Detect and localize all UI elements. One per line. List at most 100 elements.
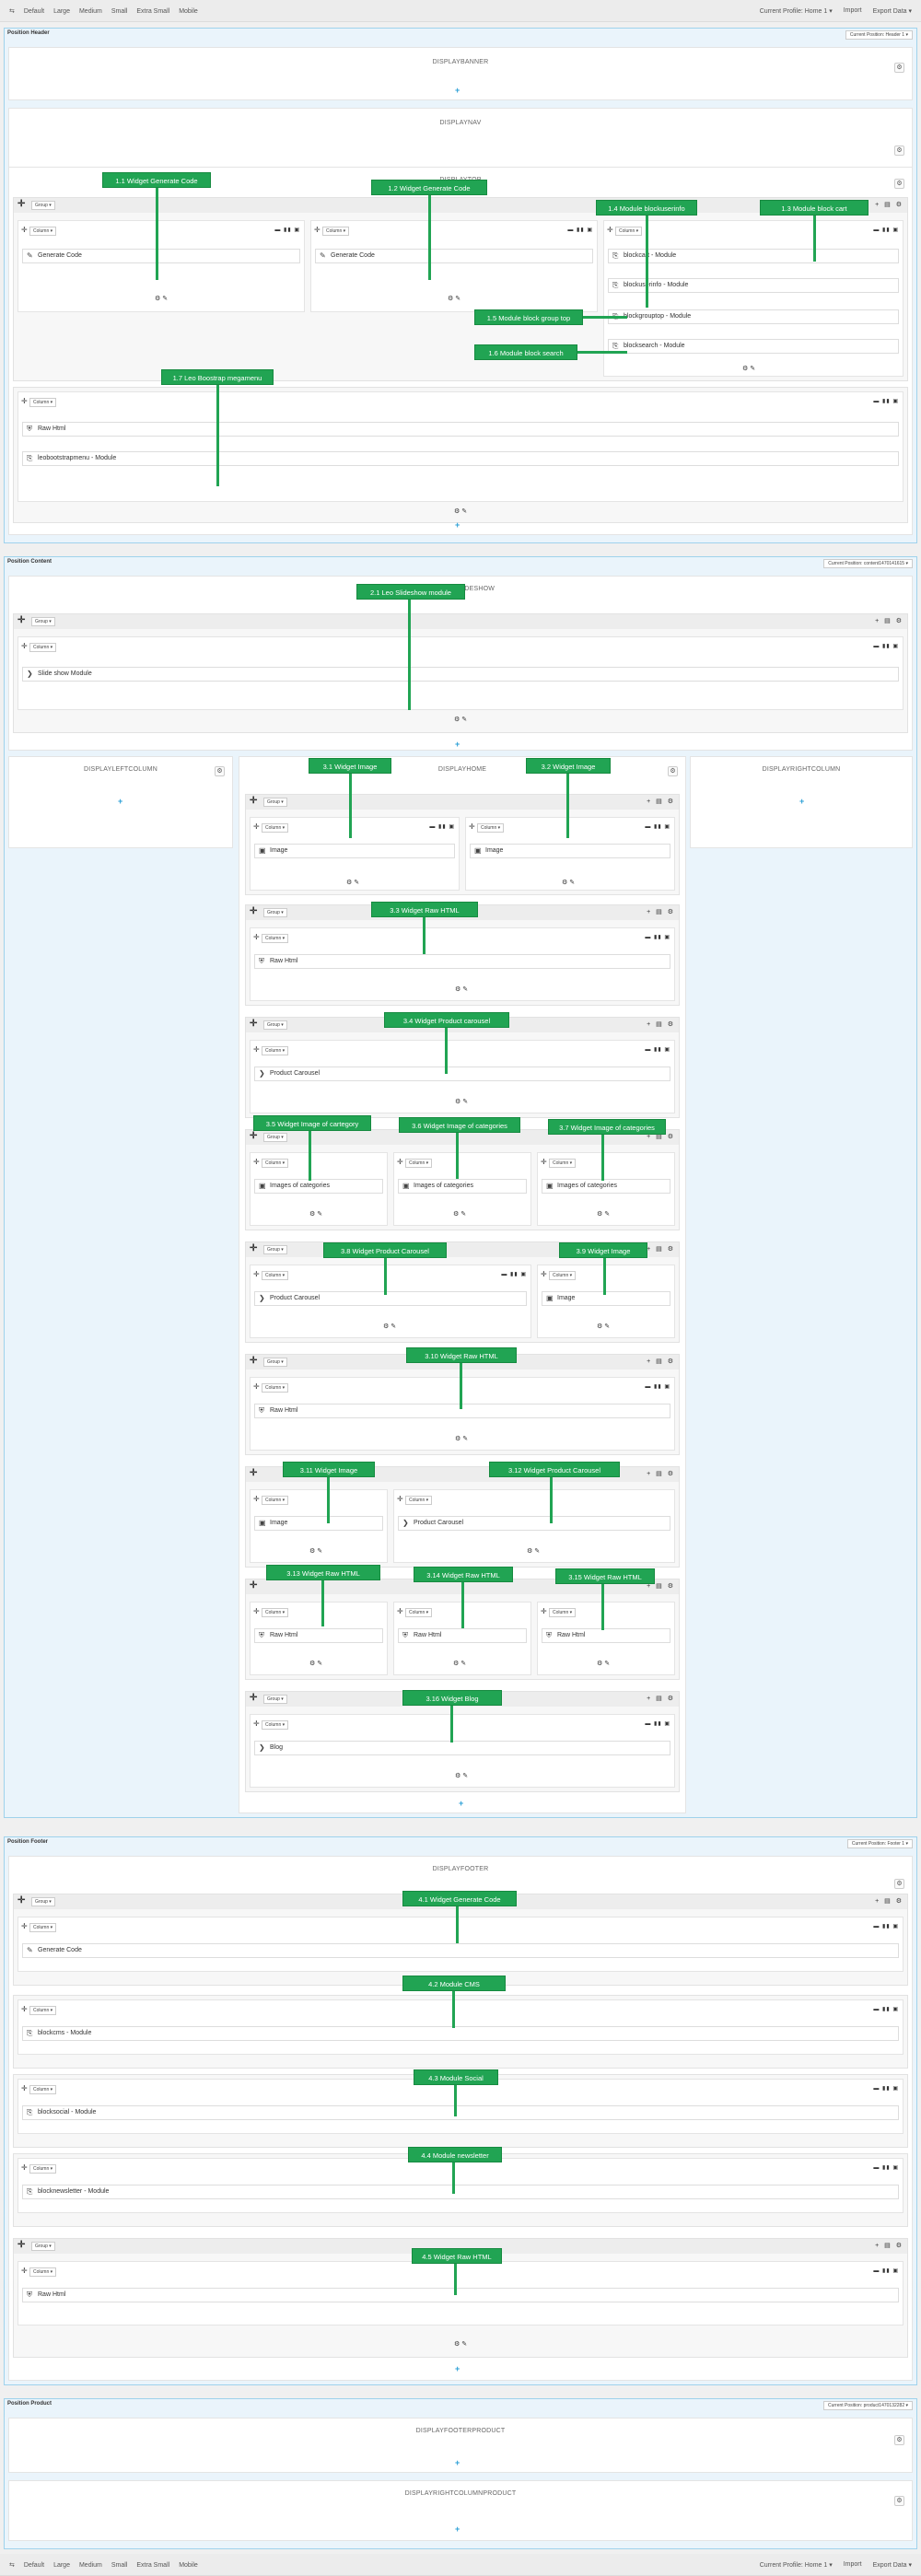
widget-raw-html[interactable]: ⛨ Raw Html: [254, 1628, 383, 1643]
add-icon[interactable]: +: [455, 2458, 460, 2467]
gear-icon[interactable]: ⚙: [894, 179, 904, 189]
group-tools-icon[interactable]: + ▤ ⚙: [647, 1696, 675, 1702]
import-button[interactable]: Import: [843, 2561, 862, 2568]
move-icon[interactable]: ✛: [250, 1693, 258, 1703]
widget-product-carousel[interactable]: ❯ Product Carousel: [254, 1067, 670, 1081]
widget-product-carousel[interactable]: ❯ Product Carousel: [254, 1291, 527, 1306]
column-footer-icon[interactable]: ⚙ ✎: [597, 1661, 611, 1667]
position-selector[interactable]: Current Position: Header 1 ▾: [845, 30, 913, 40]
widget-blockcart[interactable]: ⎘ blockcart - Module: [608, 249, 899, 263]
device-icon[interactable]: ⇆: [9, 2562, 15, 2569]
column-footer-icon[interactable]: ⚙ ✎: [562, 880, 576, 886]
move-icon[interactable]: ✛: [253, 1270, 260, 1278]
column-dropdown[interactable]: Column ▾: [262, 934, 289, 943]
widget-generate-code[interactable]: ✎ Generate Code: [22, 249, 300, 263]
group-dropdown[interactable]: Group ▾: [31, 201, 55, 210]
move-icon[interactable]: ✛: [21, 2005, 28, 2013]
group-dropdown[interactable]: Group ▾: [263, 1245, 287, 1254]
column-footer-icon[interactable]: ⚙ ✎: [454, 508, 468, 515]
group-dropdown[interactable]: Group ▾: [263, 1020, 287, 1030]
move-icon[interactable]: ✛: [250, 1468, 258, 1478]
column-footer-icon[interactable]: ⚙ ✎: [454, 2341, 468, 2348]
group-dropdown[interactable]: Group ▾: [31, 1897, 55, 1906]
group-tools-icon[interactable]: + ▤ ⚙: [647, 1583, 675, 1590]
device-large[interactable]: Large: [53, 7, 70, 15]
widget-raw-html[interactable]: ⛨ Raw Html: [542, 1628, 670, 1643]
move-icon[interactable]: ✛: [250, 1243, 258, 1253]
column-dropdown[interactable]: Column ▾: [262, 1383, 289, 1393]
widget-blog[interactable]: ❯ Blog: [254, 1741, 670, 1755]
column-tools-icon[interactable]: ▬ ▮▮ ▣: [645, 935, 670, 940]
column-tools-icon[interactable]: ▬ ▮▮ ▣: [645, 1384, 670, 1390]
device-extra-small[interactable]: Extra Small: [136, 7, 170, 15]
widget-blockcms[interactable]: ⎘ blockcms - Module: [22, 2026, 899, 2041]
widget-blocknewsletter[interactable]: ⎘ blocknewsletter - Module: [22, 2185, 899, 2199]
column-footer-icon[interactable]: ⚙ ✎: [453, 1661, 467, 1667]
move-icon[interactable]: ✛: [21, 397, 28, 405]
move-icon[interactable]: ✛: [21, 226, 28, 234]
add-icon[interactable]: +: [455, 86, 460, 95]
device-extra-small[interactable]: Extra Small: [136, 2561, 170, 2569]
move-icon[interactable]: ✛: [253, 1382, 260, 1391]
column-footer-icon[interactable]: ⚙ ✎: [742, 366, 756, 372]
export-button[interactable]: Export Data ▾: [872, 8, 912, 15]
move-icon[interactable]: ✛: [541, 1607, 547, 1615]
widget-product-carousel[interactable]: ❯ Product Carousel: [398, 1516, 670, 1531]
widget-images-categories[interactable]: ▣ Images of categories: [542, 1179, 670, 1194]
move-icon[interactable]: ✛: [541, 1158, 547, 1166]
column-footer-icon[interactable]: ⚙ ✎: [309, 1548, 323, 1555]
column-tools-icon[interactable]: ▬ ▮▮ ▣: [567, 227, 593, 233]
move-icon[interactable]: ✛: [21, 2267, 28, 2275]
widget-image[interactable]: ▣ Image: [470, 844, 670, 858]
device-medium[interactable]: Medium: [78, 2561, 102, 2569]
move-icon[interactable]: ✛: [21, 642, 28, 650]
position-selector[interactable]: Current Position: content1470141615 ▾: [823, 559, 913, 568]
device-default[interactable]: Default: [23, 7, 45, 15]
column-footer-icon[interactable]: ⚙ ✎: [597, 1323, 611, 1330]
profile-dropdown[interactable]: Current Profile: Home 1 ▾: [759, 2562, 833, 2569]
column-tools-icon[interactable]: ▬ ▮▮ ▣: [645, 1047, 670, 1053]
move-icon[interactable]: ✛: [17, 199, 26, 209]
group-dropdown[interactable]: Group ▾: [31, 617, 55, 626]
widget-images-categories[interactable]: ▣ Images of categories: [254, 1179, 383, 1194]
column-footer-icon[interactable]: ⚙ ✎: [455, 1773, 469, 1779]
column-dropdown[interactable]: Column ▾: [262, 1159, 289, 1168]
group-tools-icon[interactable]: + ▤ ⚙: [647, 1021, 675, 1028]
widget-generate-code[interactable]: ✎ Generate Code: [315, 249, 593, 263]
column-dropdown[interactable]: Column ▾: [405, 1608, 433, 1617]
group-tools-icon[interactable]: + ▤ ⚙: [875, 202, 904, 208]
column-tools-icon[interactable]: ▬ ▮▮ ▣: [873, 2165, 899, 2171]
column-tools-icon[interactable]: ▬ ▮▮ ▣: [873, 2268, 899, 2274]
position-selector[interactable]: Current Position: product1470132282 ▾: [822, 2401, 913, 2410]
device-mobile[interactable]: Mobile: [179, 2561, 198, 2569]
group-tools-icon[interactable]: + ▤ ⚙: [647, 1134, 675, 1140]
device-mobile[interactable]: Mobile: [179, 7, 198, 15]
move-icon[interactable]: ✛: [607, 226, 613, 234]
column-dropdown[interactable]: Column ▾: [262, 1608, 289, 1617]
add-icon[interactable]: +: [118, 797, 123, 806]
move-icon[interactable]: ✛: [314, 226, 321, 234]
widget-raw-html[interactable]: ⛨ Raw Html: [254, 1404, 670, 1418]
move-icon[interactable]: ✛: [21, 2163, 28, 2172]
add-icon[interactable]: +: [455, 2364, 460, 2373]
group-dropdown[interactable]: Group ▾: [263, 1695, 287, 1704]
add-icon[interactable]: +: [455, 740, 460, 749]
add-icon[interactable]: +: [459, 1799, 464, 1808]
column-tools-icon[interactable]: ▬ ▮▮ ▣: [645, 1721, 670, 1727]
group-dropdown[interactable]: Group ▾: [263, 1358, 287, 1367]
column-footer-icon[interactable]: ⚙ ✎: [346, 880, 360, 886]
move-icon[interactable]: ✛: [397, 1158, 403, 1166]
column-dropdown[interactable]: Column ▾: [549, 1608, 577, 1617]
move-icon[interactable]: ✛: [250, 1019, 258, 1029]
widget-raw-html[interactable]: ⛨ Raw Html: [398, 1628, 527, 1643]
gear-icon[interactable]: ⚙: [894, 146, 904, 156]
column-dropdown[interactable]: Column ▾: [262, 1496, 289, 1505]
move-icon[interactable]: ✛: [253, 822, 260, 831]
group-tools-icon[interactable]: + ▤ ⚙: [875, 1898, 904, 1905]
move-icon[interactable]: ✛: [253, 1158, 260, 1166]
move-icon[interactable]: ✛: [250, 906, 258, 916]
device-small[interactable]: Small: [111, 2561, 128, 2569]
widget-image[interactable]: ▣ Image: [542, 1291, 670, 1306]
group-tools-icon[interactable]: + ▤ ⚙: [875, 2243, 904, 2249]
column-footer-icon[interactable]: ⚙ ✎: [455, 986, 469, 993]
